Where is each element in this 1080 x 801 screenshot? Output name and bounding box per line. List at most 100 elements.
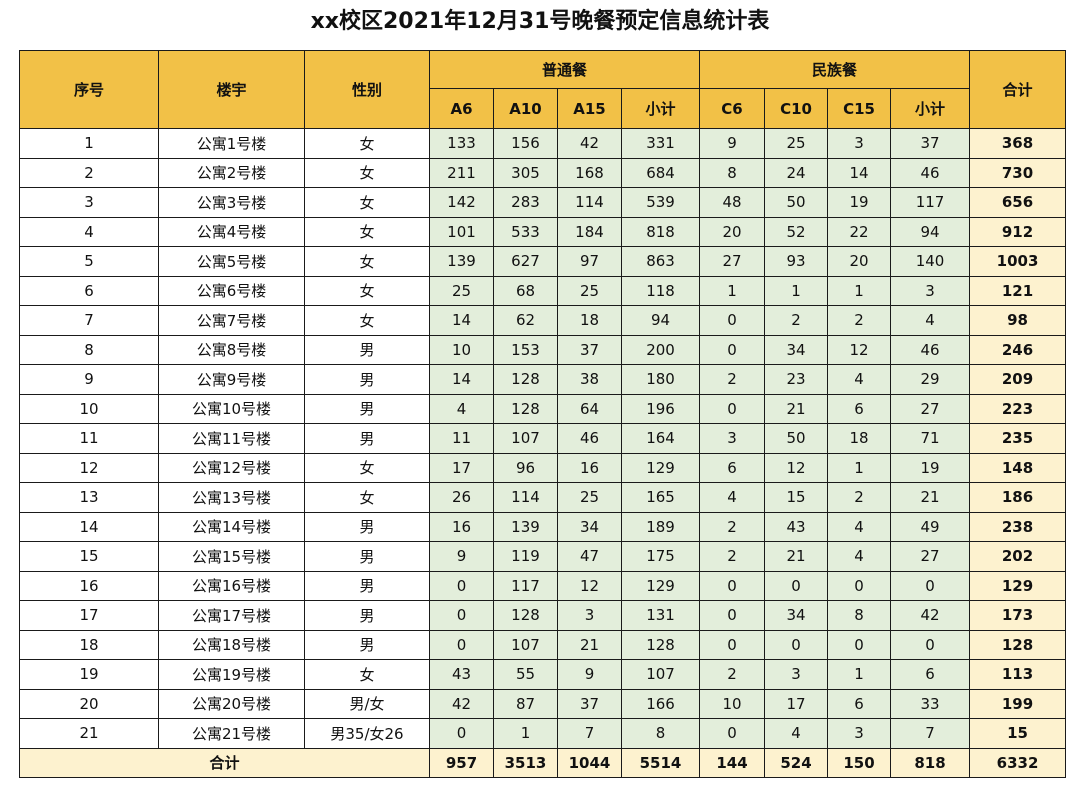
- row-value-cell: 184: [557, 216, 622, 247]
- row-value-cell: 12: [827, 334, 892, 365]
- footer-cell: 5514: [620, 747, 701, 778]
- row-value-cell: 96: [493, 452, 558, 483]
- row-value-cell: 107: [620, 659, 701, 690]
- row-value-cell: 0: [764, 570, 829, 601]
- row-seq: 7: [19, 305, 159, 336]
- row-value-cell: 101: [429, 216, 494, 247]
- row-value-cell: 14: [429, 305, 494, 336]
- row-value-cell: 3: [890, 275, 971, 306]
- row-total: 113: [969, 659, 1067, 690]
- row-value-cell: 46: [557, 423, 622, 454]
- row-gender: 女: [304, 305, 430, 336]
- row-gender: 女: [304, 246, 430, 277]
- footer-cell: 524: [764, 747, 829, 778]
- row-value-cell: 153: [493, 334, 558, 365]
- header-a6: A6: [429, 88, 494, 129]
- table-row: 11 公寓11号楼男 11 107 46 164 3 50 18 71 235: [19, 423, 1067, 454]
- row-value-cell: 129: [620, 570, 701, 601]
- row-value-cell: 4: [429, 393, 494, 424]
- row-value-cell: 539: [620, 187, 701, 218]
- footer-cell: 144: [699, 747, 766, 778]
- row-value-cell: 46: [890, 334, 971, 365]
- row-value-cell: 21: [764, 393, 829, 424]
- row-total: 368: [969, 128, 1067, 159]
- row-value-cell: 47: [557, 541, 622, 572]
- row-gender: 男: [304, 393, 430, 424]
- row-value-cell: 14: [429, 364, 494, 395]
- table-row: 6 公寓6号楼女 25 68 25 118 1 1 1 3 121: [19, 275, 1067, 306]
- row-value-cell: 25: [557, 275, 622, 306]
- row-total: 209: [969, 364, 1067, 395]
- row-value-cell: 21: [557, 629, 622, 660]
- table-row: 18 公寓18号楼男 0 107 21 128 0 0 0 0 128: [19, 629, 1067, 660]
- row-value-cell: 283: [493, 187, 558, 218]
- page-title: xx校区2021年12月31号晚餐预定信息统计表: [310, 9, 770, 34]
- row-value-cell: 129: [620, 452, 701, 483]
- row-total: 730: [969, 157, 1067, 188]
- row-value-cell: 0: [890, 629, 971, 660]
- row-gender: 女: [304, 275, 430, 306]
- row-value-cell: 4: [890, 305, 971, 336]
- row-value-cell: 42: [557, 128, 622, 159]
- table-row: 8 公寓8号楼男 10 153 37 200 0 34 12 46 246: [19, 334, 1067, 365]
- row-gender: 男: [304, 364, 430, 395]
- table-row: 7 公寓7号楼女 14 62 18 94 0 2 2 4 98: [19, 305, 1067, 336]
- row-value-cell: 818: [620, 216, 701, 247]
- header-c10: C10: [764, 88, 829, 129]
- row-seq: 8: [19, 334, 159, 365]
- header-ethnic-subtotal: 小计: [890, 88, 971, 129]
- row-building: 公寓17号楼: [158, 600, 305, 631]
- row-value-cell: 165: [620, 482, 701, 513]
- row-building: 公寓3号楼: [158, 187, 305, 218]
- row-value-cell: 12: [557, 570, 622, 601]
- row-value-cell: 0: [827, 629, 892, 660]
- row-value-cell: 27: [699, 246, 766, 277]
- table-row: 16 公寓16号楼男 0 117 12 129 0 0 0 0 129: [19, 570, 1067, 601]
- row-value-cell: 533: [493, 216, 558, 247]
- row-value-cell: 21: [890, 482, 971, 513]
- row-value-cell: 139: [429, 246, 494, 277]
- row-total: 199: [969, 688, 1067, 719]
- row-value-cell: 27: [890, 393, 971, 424]
- footer-cell: 150: [827, 747, 892, 778]
- row-value-cell: 1: [699, 275, 766, 306]
- row-gender: 男35/女26: [304, 718, 430, 749]
- row-value-cell: 2: [699, 541, 766, 572]
- row-gender: 男: [304, 334, 430, 365]
- row-value-cell: 0: [699, 600, 766, 631]
- row-value-cell: 0: [764, 629, 829, 660]
- row-value-cell: 107: [493, 629, 558, 660]
- row-value-cell: 87: [493, 688, 558, 719]
- header-a15: A15: [557, 88, 622, 129]
- row-value-cell: 68: [493, 275, 558, 306]
- row-seq: 16: [19, 570, 159, 601]
- row-value-cell: 0: [827, 570, 892, 601]
- row-value-cell: 37: [557, 334, 622, 365]
- row-building: 公寓1号楼: [158, 128, 305, 159]
- row-value-cell: 2: [699, 659, 766, 690]
- row-value-cell: 20: [827, 246, 892, 277]
- row-value-cell: 20: [699, 216, 766, 247]
- row-total: 148: [969, 452, 1067, 483]
- row-value-cell: 6: [890, 659, 971, 690]
- row-building: 公寓20号楼: [158, 688, 305, 719]
- row-seq: 11: [19, 423, 159, 454]
- row-value-cell: 3: [764, 659, 829, 690]
- table-row: 19 公寓19号楼女 43 55 9 107 2 3 1 6 113: [19, 659, 1067, 690]
- row-gender: 女: [304, 187, 430, 218]
- header-gender: 性别: [304, 50, 430, 129]
- row-value-cell: 200: [620, 334, 701, 365]
- row-gender: 女: [304, 128, 430, 159]
- table-row: 13 公寓13号楼女 26 114 25 165 4 15 2 21 186: [19, 482, 1067, 513]
- row-value-cell: 114: [557, 187, 622, 218]
- row-value-cell: 37: [557, 688, 622, 719]
- row-value-cell: 49: [890, 511, 971, 542]
- row-seq: 12: [19, 452, 159, 483]
- row-seq: 10: [19, 393, 159, 424]
- row-value-cell: 18: [827, 423, 892, 454]
- row-value-cell: 10: [699, 688, 766, 719]
- table-row: 3 公寓3号楼女 142 283 114 539 48 50 19 117 656: [19, 187, 1067, 218]
- row-building: 公寓5号楼: [158, 246, 305, 277]
- row-value-cell: 2: [699, 364, 766, 395]
- table-body: 1 公寓1号楼女 133 156 42 331 9 25 3 37 368 2 公寓2号楼女 211 305…: [19, 128, 1067, 749]
